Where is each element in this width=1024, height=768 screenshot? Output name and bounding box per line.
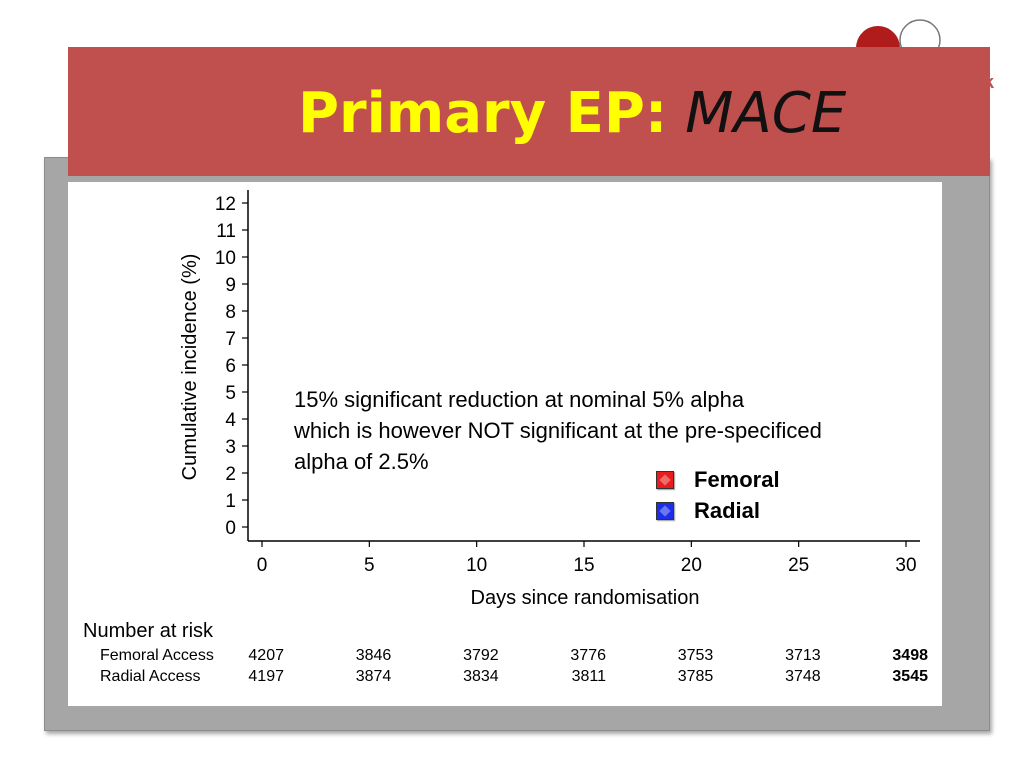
x-tick-label: 20 [681,555,702,576]
x-tick-label: 15 [573,555,594,576]
x-tick-label: 30 [895,555,916,576]
x-tick-label: 10 [466,555,487,576]
risk-cell: 3811 [571,668,606,685]
risk-cell: 3846 [355,647,392,664]
y-tick-label: 9 [225,275,236,296]
chart-legend: Femoral Radial [656,464,780,526]
annotation-line: 15% significant reduction at nominal 5% … [294,387,745,412]
y-tick-label: 11 [216,221,236,242]
risk-cell: 3785 [677,668,714,685]
slide-title-lead: Primary EP: [298,81,668,146]
legend-swatch-femoral [656,470,674,489]
risk-cell: 3753 [677,647,714,664]
y-tick-label: 5 [225,383,236,404]
x-tick-label: 0 [257,555,268,576]
risk-row-label: Radial Access [100,668,201,685]
y-tick-label: 2 [225,464,236,485]
risk-cell: 3748 [785,668,821,685]
chart-axes [247,190,920,542]
y-tick-label: 7 [225,329,236,350]
slide-title-rest: MACE [685,81,847,146]
risk-cell: 3874 [355,668,392,685]
y-tick-label: 4 [225,410,236,431]
y-tick-label: 6 [225,356,236,377]
x-ticks: 0 5 10 15 20 25 30 [257,541,917,576]
title-bar [68,47,990,176]
risk-cell: 4197 [248,668,284,685]
y-tick-label: 1 [225,491,236,512]
risk-cell: 3776 [570,647,606,664]
annotation-line: alpha of 2.5% [294,449,429,474]
risk-cell: 3713 [785,647,821,664]
y-tick-label: 12 [215,194,236,215]
legend-item-radial: Radial [656,495,780,526]
risk-table-row: Radial Access 4197 3874 3834 3811 3785 3748 354… [0,668,1024,690]
y-tick-label: 8 [225,302,236,323]
legend-label-femoral: Femoral [694,466,780,492]
x-axis-label: Days since randomisation [471,587,700,609]
risk-cell: 3498 [892,647,928,664]
x-tick-label: 25 [788,555,809,576]
annotation-line: which is however NOT significant at the … [294,418,822,443]
risk-cell: 3834 [463,668,499,685]
risk-table-title: Number at risk [83,620,214,642]
chart-annotation: 15% significant reduction at nominal 5% … [294,384,934,477]
y-axis-label: Cumulative incidence (%) [179,254,201,481]
slide-title: Primary EP: MACE [298,84,846,144]
risk-cell: 4207 [248,647,284,664]
risk-cell: 3792 [463,647,499,664]
legend-item-femoral: Femoral [656,464,780,495]
risk-row-label: Femoral Access [100,647,214,664]
chart-panel [68,182,942,706]
y-tick-label: 10 [215,248,236,269]
y-tick-label: 0 [225,518,236,539]
risk-table-row: Femoral Access 4207 3846 3792 3776 3753 3713 34… [0,647,1024,669]
risk-cell: 3545 [892,668,928,685]
legend-swatch-radial [656,501,674,520]
y-tick-label: 3 [225,437,236,458]
x-tick-label: 5 [364,555,375,576]
legend-label-radial: Radial [694,497,761,523]
